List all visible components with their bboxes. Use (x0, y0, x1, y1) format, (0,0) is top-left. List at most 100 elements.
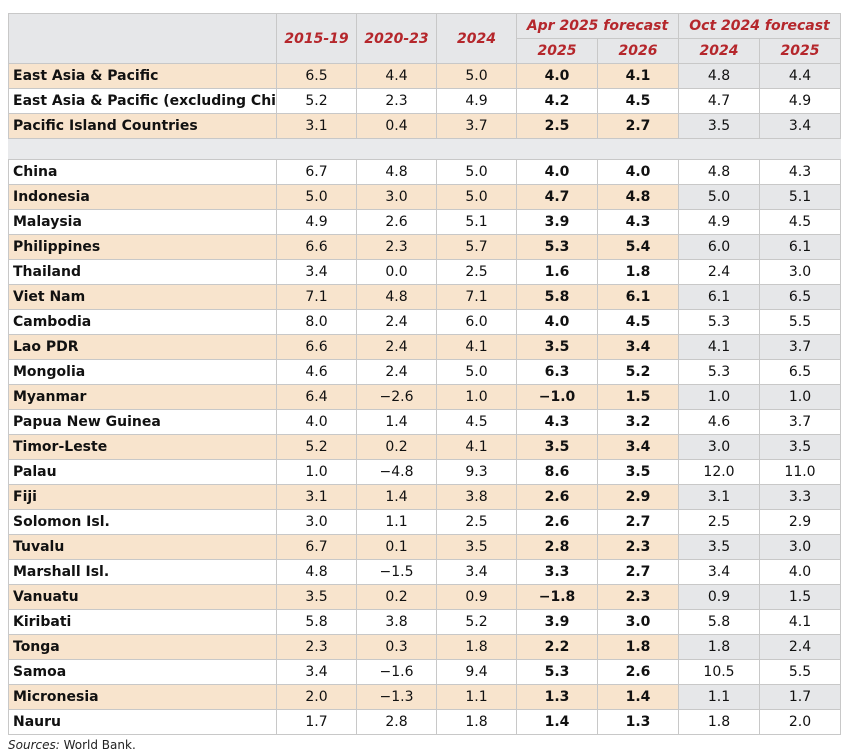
value-cell: 1.0 (436, 384, 517, 410)
row-label: Malaysia (8, 209, 277, 235)
value-cell: 3.4 (678, 559, 761, 585)
value-cell: 5.2 (436, 609, 517, 635)
row-label: Viet Nam (8, 284, 277, 310)
value-cell: 1.6 (516, 259, 598, 285)
value-cell: 4.6 (276, 359, 357, 385)
value-cell: 2.6 (516, 509, 598, 535)
value-cell: 5.2 (276, 88, 357, 114)
value-cell: 5.8 (678, 609, 761, 635)
value-cell: 2.3 (276, 634, 357, 660)
value-cell: 0.9 (678, 584, 761, 610)
value-cell: 5.8 (276, 609, 357, 635)
table-row: Vanuatu 3.5 0.2 0.9 −1.8 2.3 0.9 1.5 (8, 584, 842, 610)
value-cell: 6.3 (516, 359, 598, 385)
value-cell: 6.5 (759, 284, 842, 310)
value-cell: −1.3 (356, 684, 437, 710)
value-cell: 4.5 (596, 88, 680, 114)
growth-forecast-table-container: 2015-19 2020-23 2024 Apr 2025 forecast O… (8, 13, 842, 735)
value-cell: 6.6 (276, 234, 357, 260)
value-cell: 6.6 (276, 334, 357, 360)
spacer-cell (678, 138, 761, 160)
value-cell: 1.1 (436, 684, 517, 710)
value-cell: 2.8 (516, 534, 598, 560)
row-label: Micronesia (8, 684, 277, 710)
value-cell: 6.5 (759, 359, 842, 385)
row-label: Papua New Guinea (8, 409, 277, 435)
value-cell: 2.4 (356, 309, 437, 335)
value-cell: 8.6 (516, 459, 598, 485)
value-cell: 3.3 (516, 559, 598, 585)
source-label: Sources: (8, 738, 60, 752)
value-cell: 3.0 (759, 534, 842, 560)
value-cell: 3.0 (596, 609, 680, 635)
table-row: Marshall Isl. 4.8 −1.5 3.4 3.3 2.7 3.4 4.0 (8, 559, 842, 585)
value-cell: 0.2 (356, 434, 437, 460)
value-cell: 1.5 (759, 584, 842, 610)
value-cell: 3.0 (678, 434, 761, 460)
value-cell: 1.8 (596, 259, 680, 285)
value-cell: 5.1 (436, 209, 517, 235)
growth-forecast-table: 2015-19 2020-23 2024 Apr 2025 forecast O… (8, 13, 842, 735)
value-cell: 3.0 (759, 259, 842, 285)
value-cell: 4.5 (759, 209, 842, 235)
value-cell: 9.3 (436, 459, 517, 485)
table-row: Viet Nam 7.1 4.8 7.1 5.8 6.1 6.1 6.5 (8, 284, 842, 310)
value-cell: 4.8 (678, 159, 761, 185)
value-cell: 6.7 (276, 159, 357, 185)
value-cell: 3.7 (759, 409, 842, 435)
spacer-cell (276, 138, 357, 160)
table-row: Thailand 3.4 0.0 2.5 1.6 1.8 2.4 3.0 (8, 259, 842, 285)
value-cell: 0.4 (356, 113, 437, 139)
value-cell: 1.1 (678, 684, 761, 710)
value-cell: 2.4 (356, 334, 437, 360)
value-cell: 1.0 (678, 384, 761, 410)
value-cell: 3.1 (276, 484, 357, 510)
value-cell: 2.7 (596, 113, 680, 139)
value-cell: 3.5 (516, 434, 598, 460)
value-cell: 9.4 (436, 659, 517, 685)
value-cell: 6.7 (276, 534, 357, 560)
value-cell: −1.6 (356, 659, 437, 685)
value-cell: 3.1 (678, 484, 761, 510)
value-cell: 1.8 (596, 634, 680, 660)
value-cell: 6.1 (596, 284, 680, 310)
table-row: Tuvalu 6.7 0.1 3.5 2.8 2.3 3.5 3.0 (8, 534, 842, 560)
value-cell: 1.8 (436, 709, 517, 735)
value-cell: 4.3 (759, 159, 842, 185)
value-cell: 2.6 (596, 659, 680, 685)
value-cell: 2.9 (759, 509, 842, 535)
table-row: Malaysia 4.9 2.6 5.1 3.9 4.3 4.9 4.5 (8, 209, 842, 235)
table-row: Timor-Leste 5.2 0.2 4.1 3.5 3.4 3.0 3.5 (8, 434, 842, 460)
value-cell: 1.7 (276, 709, 357, 735)
spacer-cell (356, 138, 437, 160)
table-row: Fiji 3.1 1.4 3.8 2.6 2.9 3.1 3.3 (8, 484, 842, 510)
row-label: East Asia & Pacific (excluding China) (8, 88, 277, 114)
value-cell: 3.9 (516, 209, 598, 235)
value-cell: 3.3 (759, 484, 842, 510)
table-row: Philippines 6.6 2.3 5.7 5.3 5.4 6.0 6.1 (8, 234, 842, 260)
value-cell: 3.2 (596, 409, 680, 435)
header-oct-2024: 2024 (678, 38, 761, 64)
value-cell: 3.0 (276, 509, 357, 535)
table-row: Solomon Isl. 3.0 1.1 2.5 2.6 2.7 2.5 2.9 (8, 509, 842, 535)
value-cell: 2.5 (436, 509, 517, 535)
value-cell: 7.1 (276, 284, 357, 310)
value-cell: 3.4 (596, 434, 680, 460)
source-note: Sources: World Bank. (8, 738, 136, 752)
value-cell: 1.4 (596, 684, 680, 710)
value-cell: 0.2 (356, 584, 437, 610)
value-cell: 4.1 (678, 334, 761, 360)
value-cell: 0.9 (436, 584, 517, 610)
table-body: East Asia & Pacific 6.5 4.4 5.0 4.0 4.1 4.8 4.4… (8, 63, 842, 735)
row-label: Kiribati (8, 609, 277, 635)
value-cell: 5.1 (759, 184, 842, 210)
row-label: Cambodia (8, 309, 277, 335)
spacer-row (8, 138, 842, 160)
value-cell: 1.1 (356, 509, 437, 535)
value-cell: 2.7 (596, 559, 680, 585)
table-header: 2015-19 2020-23 2024 Apr 2025 forecast O… (8, 13, 842, 64)
value-cell: 6.5 (276, 63, 357, 89)
value-cell: 7.1 (436, 284, 517, 310)
table-row: Palau 1.0 −4.8 9.3 8.6 3.5 12.0 11.0 (8, 459, 842, 485)
value-cell: 2.6 (516, 484, 598, 510)
